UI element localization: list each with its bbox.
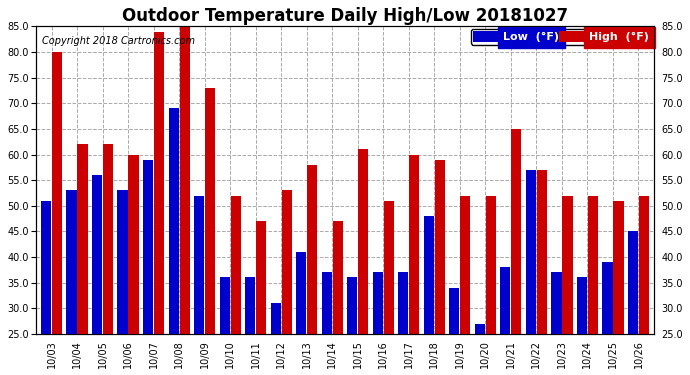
Bar <box>333 221 343 334</box>
Title: Outdoor Temperature Daily High/Low 20181027: Outdoor Temperature Daily High/Low 20181… <box>122 7 568 25</box>
Bar <box>409 154 420 334</box>
Bar <box>194 195 204 334</box>
Bar <box>500 267 511 334</box>
Bar <box>602 262 613 334</box>
Bar <box>205 88 215 334</box>
Bar <box>270 303 281 334</box>
Bar <box>475 324 485 334</box>
Bar <box>41 201 51 334</box>
Bar <box>230 195 241 334</box>
Bar <box>322 272 332 334</box>
Legend: Low  (°F), High  (°F): Low (°F), High (°F) <box>471 29 651 45</box>
Bar <box>117 190 128 334</box>
Bar <box>154 32 164 334</box>
Bar <box>143 160 153 334</box>
Bar <box>256 221 266 334</box>
Bar <box>398 272 408 334</box>
Bar <box>282 190 292 334</box>
Bar <box>551 272 562 334</box>
Bar <box>613 201 624 334</box>
Bar <box>77 144 88 334</box>
Bar <box>245 278 255 334</box>
Bar <box>66 190 77 334</box>
Bar <box>449 288 460 334</box>
Bar <box>103 144 113 334</box>
Bar <box>52 52 62 334</box>
Bar <box>486 195 496 334</box>
Bar <box>537 170 547 334</box>
Bar <box>358 149 368 334</box>
Bar <box>168 108 179 334</box>
Bar <box>526 170 536 334</box>
Bar <box>179 21 190 334</box>
Bar <box>511 129 522 334</box>
Bar <box>373 272 383 334</box>
Bar <box>628 231 638 334</box>
Bar <box>424 216 434 334</box>
Text: Copyright 2018 Cartronics.com: Copyright 2018 Cartronics.com <box>42 36 195 46</box>
Bar <box>460 195 471 334</box>
Bar <box>384 201 394 334</box>
Bar <box>562 195 573 334</box>
Bar <box>307 165 317 334</box>
Bar <box>347 278 357 334</box>
Bar <box>296 252 306 334</box>
Bar <box>639 195 649 334</box>
Bar <box>128 154 139 334</box>
Bar <box>577 278 587 334</box>
Bar <box>92 175 102 334</box>
Bar <box>588 195 598 334</box>
Bar <box>435 160 445 334</box>
Bar <box>219 278 230 334</box>
